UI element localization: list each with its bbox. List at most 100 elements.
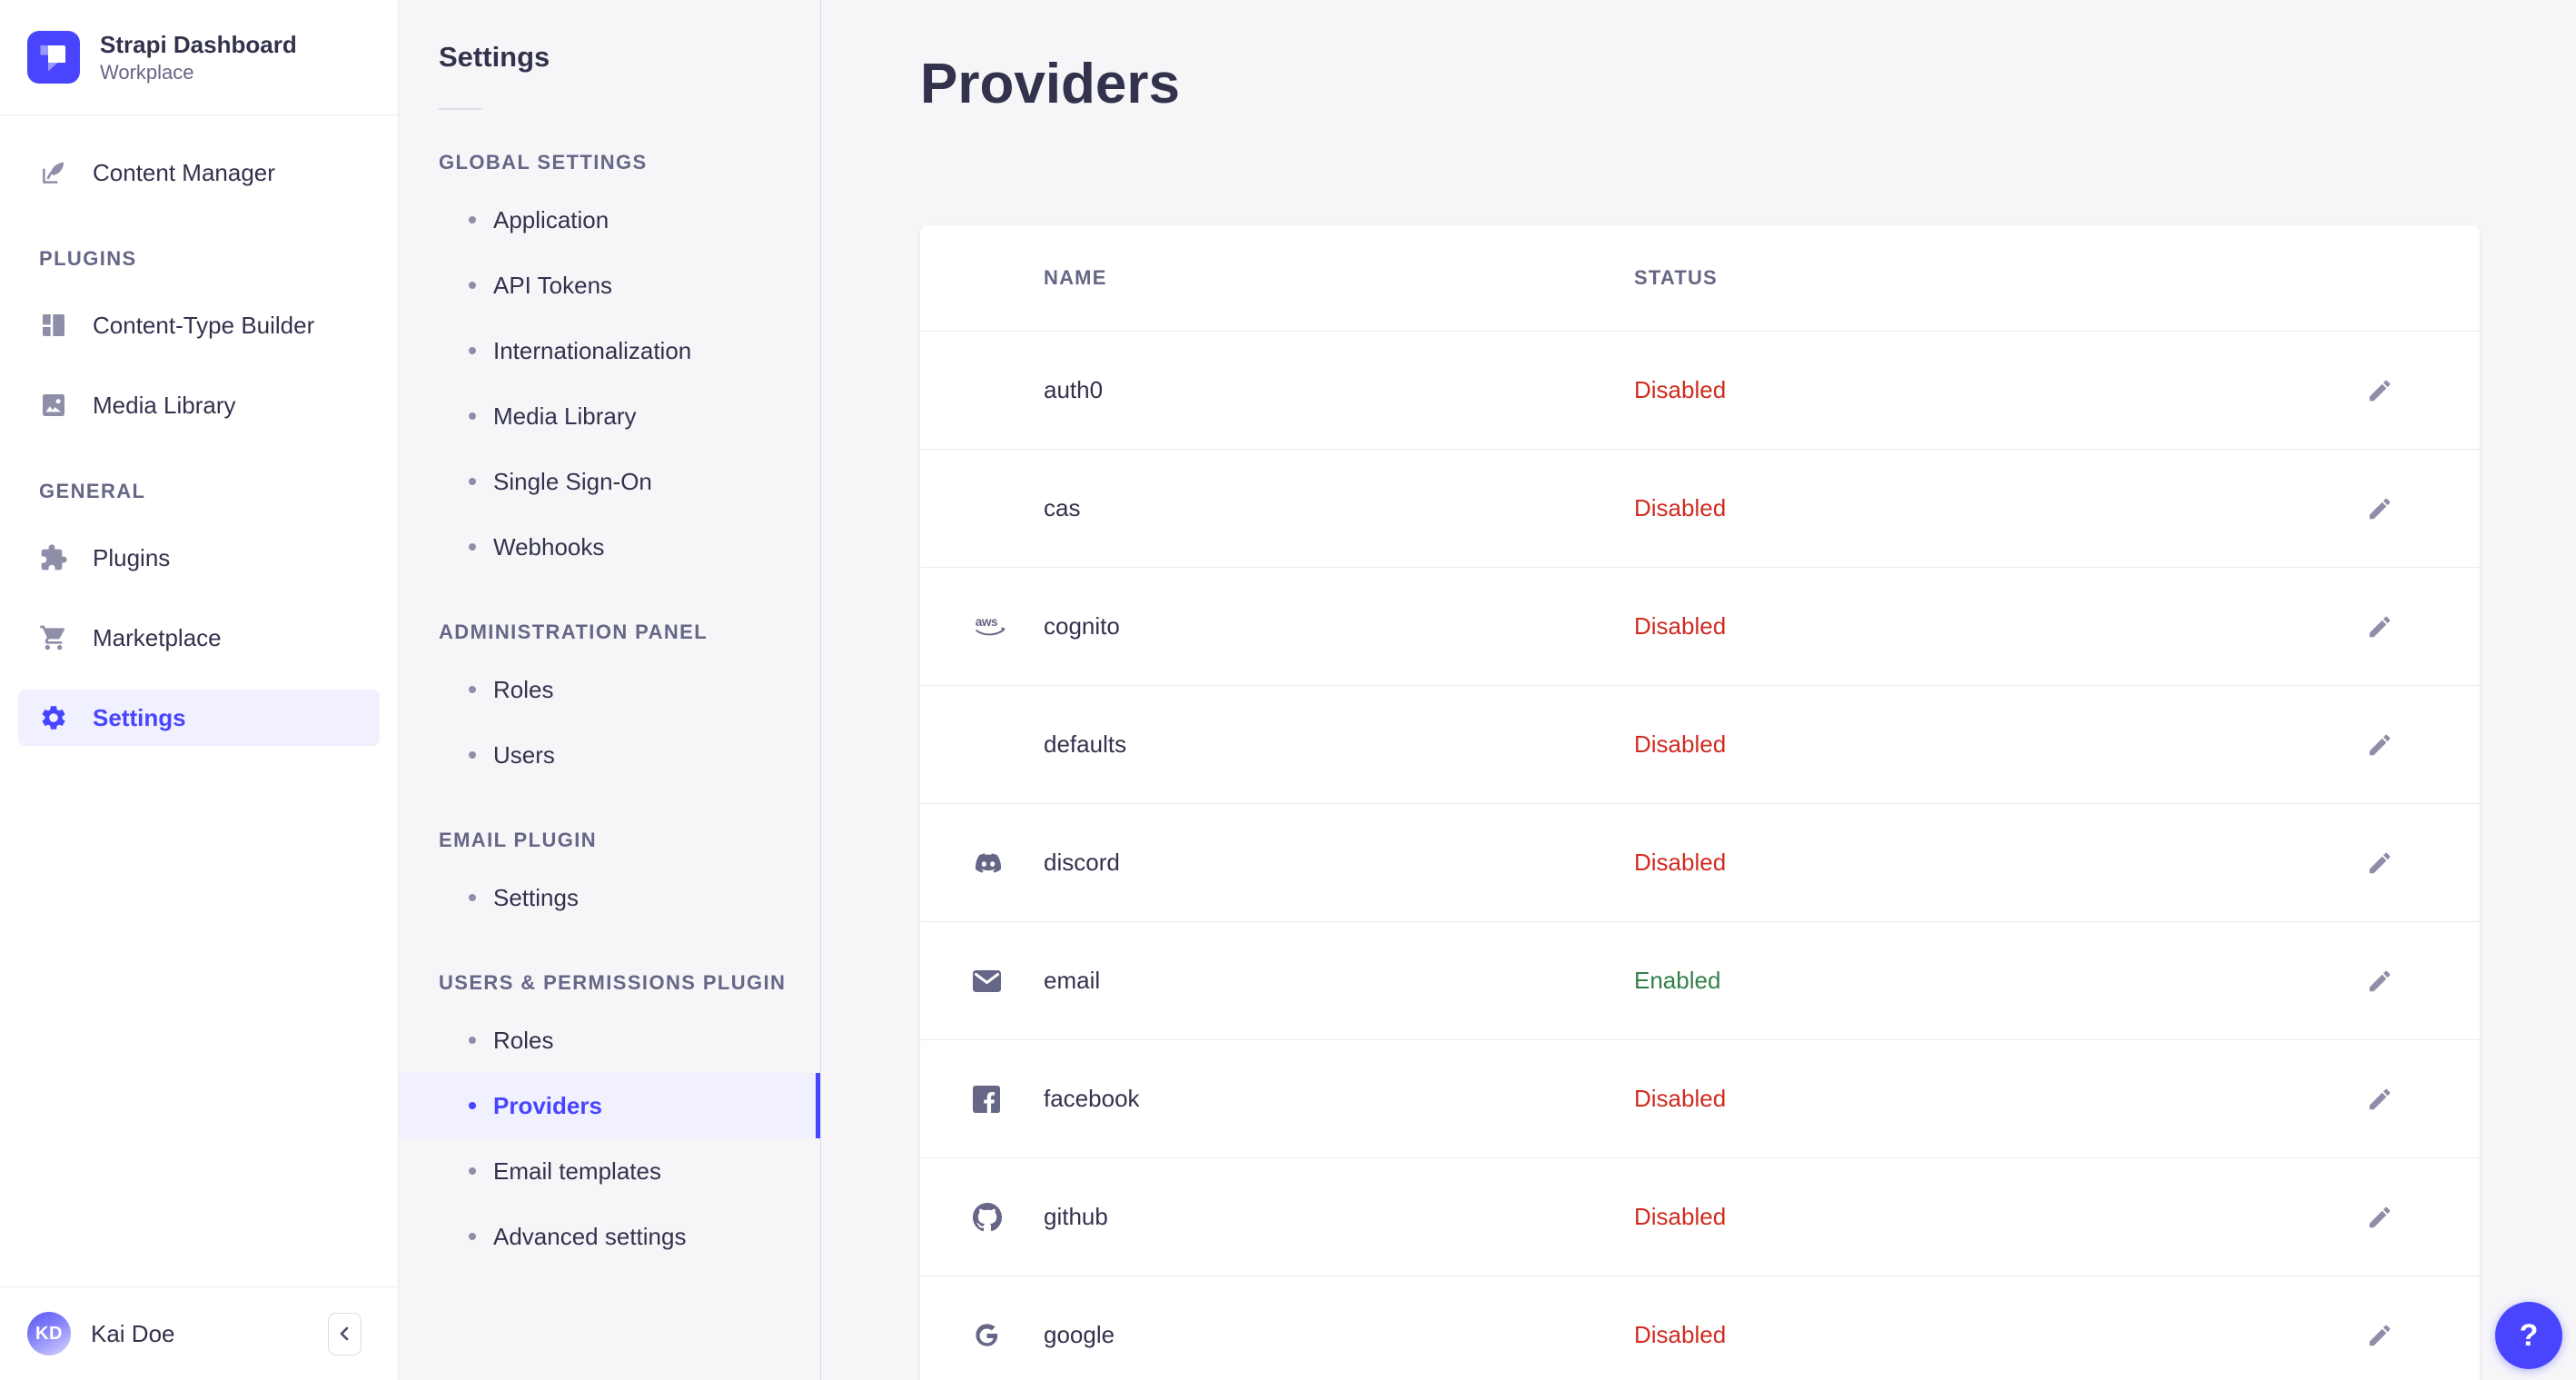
sidebar-item-label: Content-Type Builder [93, 311, 315, 339]
envelope-icon [973, 966, 1009, 997]
edit-provider-button[interactable] [2358, 487, 2402, 531]
subnav-item-media-library[interactable]: Media Library [399, 383, 820, 449]
subnav-item-api-tokens[interactable]: API Tokens [399, 253, 820, 318]
subnav-item-label: Roles [493, 1026, 554, 1054]
subnav-item-label: Users [493, 740, 555, 769]
bullet-icon [469, 1167, 476, 1175]
sidebar-nav: Content Manager PLUGINS Content-Type Build… [0, 115, 398, 1286]
subnav-item-advanced-settings[interactable]: Advanced settings [399, 1204, 820, 1269]
main-sidebar: Strapi Dashboard Workplace Content Manag… [0, 0, 399, 1380]
subnav-item-email-templates[interactable]: Email templates [399, 1138, 820, 1204]
cart-icon [38, 622, 69, 653]
pencil-icon [2366, 613, 2393, 640]
bullet-icon [469, 1037, 476, 1044]
edit-provider-button[interactable] [2358, 841, 2402, 885]
subnav-item-roles[interactable]: Roles [399, 657, 820, 722]
sidebar-section-label-general: GENERAL [39, 480, 146, 502]
subnav-item-label: Single Sign-On [493, 467, 652, 495]
subnav-item-application[interactable]: Application [399, 187, 820, 253]
provider-status: Disabled [1634, 730, 1727, 758]
table-row-defaults[interactable]: defaults Disabled [920, 685, 2480, 803]
subnav-item-label: Internationalization [493, 336, 692, 364]
bullet-icon [469, 543, 476, 551]
table-row-cas[interactable]: cas Disabled [920, 449, 2480, 567]
gear-icon [38, 702, 69, 733]
page-title: Providers [920, 53, 1181, 115]
table-row-auth0[interactable]: auth0 Disabled [920, 331, 2480, 449]
subnav-item-label: Email templates [493, 1157, 661, 1185]
subnav-item-roles[interactable]: Roles [399, 1008, 820, 1073]
sidebar-item-content-type-builder[interactable]: Content-Type Builder [18, 297, 380, 353]
puzzle-icon [38, 542, 69, 573]
edit-provider-button[interactable] [2358, 723, 2402, 767]
subnav-item-webhooks[interactable]: Webhooks [399, 514, 820, 580]
table-row-facebook[interactable]: facebook Disabled [920, 1039, 2480, 1157]
subnav-item-label: Advanced settings [493, 1222, 687, 1250]
sidebar-item-label: Content Manager [93, 158, 275, 186]
subnav-item-internationalization[interactable]: Internationalization [399, 318, 820, 383]
settings-subnav: Settings GLOBAL SETTINGS Application API T… [399, 0, 821, 1380]
sidebar-item-media-library[interactable]: Media Library [18, 377, 380, 433]
pencil-icon [2366, 1204, 2393, 1231]
edit-provider-button[interactable] [2358, 1196, 2402, 1239]
strapi-logo-icon [27, 31, 80, 84]
provider-status: Disabled [1634, 376, 1727, 403]
provider-name: discord [1044, 849, 1120, 876]
subnav-item-settings[interactable]: Settings [399, 865, 820, 930]
subnav-item-users[interactable]: Users [399, 722, 820, 788]
provider-status: Disabled [1634, 1085, 1727, 1112]
layout-grid-icon [38, 310, 69, 341]
sidebar-item-label: Plugins [93, 543, 171, 571]
app-title: Strapi Dashboard [100, 31, 297, 58]
subnav-item-providers[interactable]: Providers [399, 1073, 820, 1138]
provider-name: cognito [1044, 612, 1120, 640]
edit-provider-button[interactable] [2358, 369, 2402, 412]
subnav-list: Settings [399, 865, 820, 930]
edit-provider-button[interactable] [2358, 1077, 2402, 1121]
icon-column-spacer [973, 730, 1009, 760]
facebook-icon [973, 1084, 1009, 1115]
sidebar-item-settings[interactable]: Settings [18, 690, 380, 746]
icon-column-spacer [973, 375, 1009, 406]
provider-name: auth0 [1044, 376, 1104, 403]
subnav-item-label: Application [493, 205, 609, 233]
table-row-cognito[interactable]: aws cognito Disabled [920, 567, 2480, 685]
subnav-sections: GLOBAL SETTINGS Application API Tokens Inte… [399, 150, 820, 1269]
bullet-icon [469, 216, 476, 223]
sidebar-item-label: Media Library [93, 391, 236, 419]
chevron-left-icon [334, 1323, 356, 1345]
table-row-discord[interactable]: discord Disabled [920, 803, 2480, 921]
aws-icon: aws [973, 611, 1009, 642]
github-icon [973, 1202, 1009, 1233]
help-button[interactable]: ? [2495, 1302, 2562, 1369]
subnav-item-single-sign-on[interactable]: Single Sign-On [399, 449, 820, 514]
table-row-email[interactable]: email Enabled [920, 921, 2480, 1039]
sidebar-item-label: Marketplace [93, 623, 222, 651]
edit-provider-button[interactable] [2358, 959, 2402, 1003]
user-name: Kai Doe [91, 1319, 175, 1347]
provider-status: Disabled [1634, 849, 1727, 876]
user-bar[interactable]: KD Kai Doe [0, 1286, 398, 1380]
collapse-sidebar-button[interactable] [328, 1312, 362, 1355]
provider-status: Disabled [1634, 612, 1727, 640]
pencil-icon [2366, 731, 2393, 759]
provider-rows: auth0 Disabled cas Disabled aws cognito Disabl… [920, 331, 2480, 1380]
avatar[interactable]: KD [27, 1312, 71, 1355]
discord-icon [973, 848, 1009, 879]
sidebar-item-content-manager[interactable]: Content Manager [18, 144, 380, 201]
sidebar-item-marketplace[interactable]: Marketplace [18, 610, 380, 666]
provider-name: email [1044, 967, 1101, 994]
pencil-icon [2366, 1086, 2393, 1113]
edit-provider-button[interactable] [2358, 1314, 2402, 1357]
edit-provider-button[interactable] [2358, 605, 2402, 649]
sidebar-item-plugins[interactable]: Plugins [18, 530, 380, 586]
main-content: Providers NAME STATUS auth0 Disabled cas Di… [821, 0, 2576, 1380]
bullet-icon [469, 1102, 476, 1109]
bullet-icon [469, 412, 476, 420]
provider-status: Disabled [1634, 1321, 1727, 1348]
bullet-icon [469, 478, 476, 485]
pencil-icon [2366, 495, 2393, 522]
table-row-google[interactable]: google Disabled [920, 1276, 2480, 1380]
table-row-github[interactable]: github Disabled [920, 1157, 2480, 1276]
